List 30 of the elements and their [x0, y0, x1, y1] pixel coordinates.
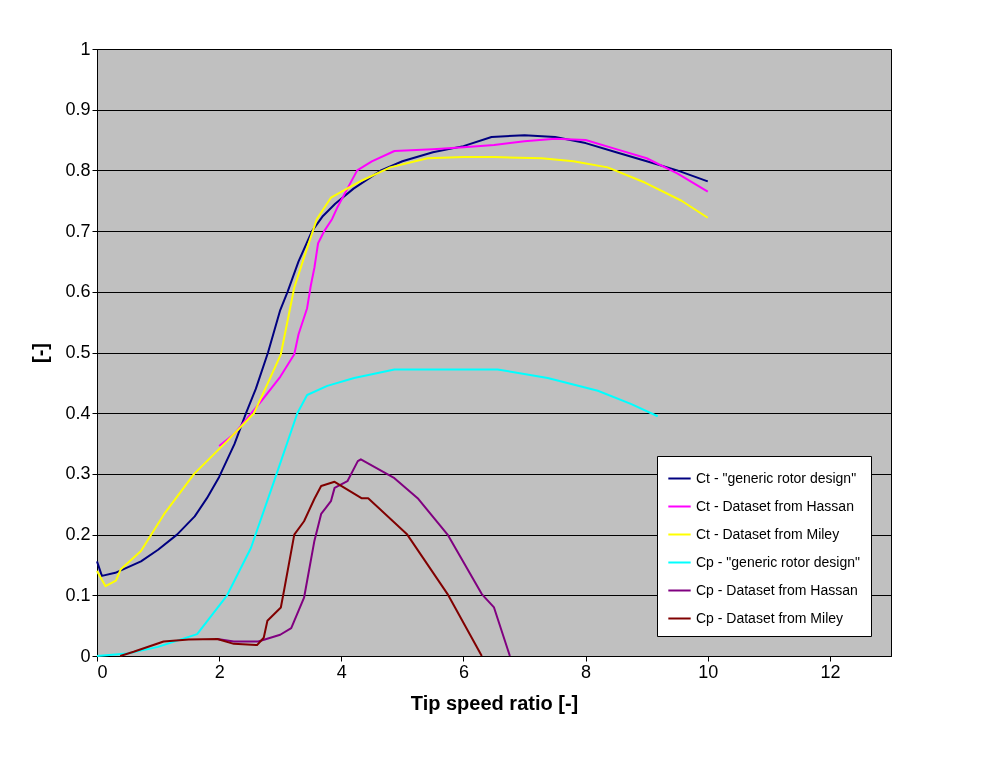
y-tick-label: 0	[80, 645, 91, 666]
legend-label: Ct - "generic rotor design"	[696, 469, 857, 486]
x-tick-label: 0	[97, 661, 108, 682]
x-axis-title: Tip speed ratio [-]	[410, 691, 579, 714]
x-tick-label: 6	[458, 661, 469, 682]
legend-label: Ct - Dataset from Hassan	[696, 497, 854, 514]
x-tick-label: 4	[336, 661, 347, 682]
y-tick-label: 0.2	[65, 524, 91, 545]
line-series	[218, 137, 709, 447]
legend-label: Cp - Dataset from Hassan	[696, 581, 858, 598]
x-tick-label: 8	[581, 661, 592, 682]
y-tick-label: 0.8	[65, 159, 91, 180]
legend-label: Cp - Dataset from Miley	[696, 609, 844, 626]
y-tick-label: 0.1	[65, 584, 91, 605]
y-tick-label: 1	[80, 38, 91, 59]
legend-label: Cp - "generic rotor design"	[696, 553, 861, 570]
y-tick-label: 0.5	[65, 342, 91, 362]
line-series	[216, 458, 511, 657]
legend-label: Ct - Dataset from Miley	[696, 525, 840, 542]
x-tick-label: 2	[214, 661, 225, 682]
line-series	[96, 368, 659, 657]
x-tick-label: 10	[698, 661, 719, 682]
line-series	[119, 480, 483, 657]
y-tick-label: 0.4	[65, 402, 91, 423]
y-tick-label: 0.7	[65, 220, 91, 241]
y-tick-label: 0.9	[65, 99, 91, 120]
y-axis-title: [-]	[29, 343, 52, 363]
y-tick-label: 0.3	[65, 463, 91, 484]
x-tick-label: 12	[820, 661, 841, 682]
y-tick-label: 0.6	[65, 281, 91, 302]
